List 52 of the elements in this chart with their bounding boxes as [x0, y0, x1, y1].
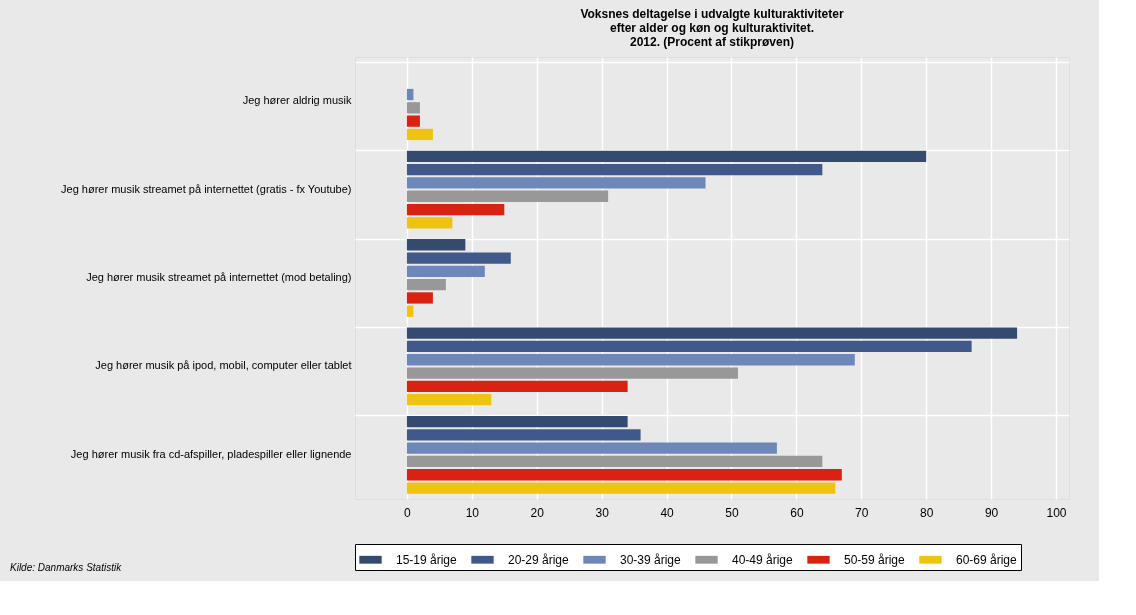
x-tick-label: 70 [855, 505, 869, 520]
y-tick-label: Jeg hører musik streamet på internettet (mod betaling) [86, 271, 352, 283]
legend-label: 30-39 årige [620, 552, 682, 567]
x-tick-label: 100 [1046, 505, 1067, 520]
bar [406, 217, 453, 229]
legend-label: 40-49 årige [732, 552, 794, 567]
bar [406, 469, 842, 481]
text: Kilde: Danmarks Statistik [10, 562, 123, 573]
x-tick-label: 60 [790, 505, 804, 520]
chart-title: Voksnes deltagelse i udvalgte kulturaktiviteter efter alder og køn og kulturaktivitet. 2012. (Procent af stikprøven) [580, 7, 844, 49]
y-tick-label: Jeg hører musik fra cd-afspiller, pladespiller eller lignende [70, 447, 352, 460]
y-tick-label: Jeg hører aldrig musik [242, 94, 352, 107]
y-tick-label: Jeg hører musik streamet på internettet (gratis - fx Youtube) [61, 182, 352, 195]
legend-label: 50-59 årige [844, 552, 906, 567]
x-tick-label: 40 [660, 505, 675, 520]
x-tick-label: 10 [465, 505, 480, 520]
bar [406, 415, 628, 428]
bar [406, 429, 641, 441]
bar [406, 88, 414, 101]
legend-label: 15-19 årige [396, 552, 458, 567]
bar [406, 102, 420, 114]
bar [406, 128, 433, 141]
bar [406, 203, 505, 216]
x-tick-label: 90 [984, 505, 999, 520]
bar [406, 482, 836, 494]
bar [406, 327, 1018, 339]
y-tick-label: Jeg hører musik på ipod, mobil, computer eller tablet [95, 359, 352, 372]
bar [406, 164, 823, 176]
bar [406, 393, 492, 406]
bar [406, 340, 972, 353]
bar [406, 190, 609, 202]
x-tick-label: 30 [595, 505, 610, 520]
bar [406, 239, 466, 251]
x-tick-label: 20 [530, 505, 545, 520]
bar [406, 442, 777, 454]
bar [406, 292, 433, 304]
bar [406, 380, 628, 392]
x-tick-label: 80 [920, 505, 934, 520]
legend-label: 60-69 årige [956, 552, 1018, 567]
x-tick-label: 50 [725, 505, 739, 520]
bar [406, 367, 738, 379]
bar [406, 150, 927, 163]
bar [406, 177, 706, 189]
bar [406, 252, 511, 264]
bar [406, 455, 823, 468]
bar [406, 115, 420, 127]
bar [406, 279, 446, 291]
x-tick-label: 0 [404, 505, 412, 520]
bar [406, 305, 414, 317]
bar [406, 354, 855, 366]
bar [406, 265, 485, 277]
legend-label: 20-29 årige [508, 552, 570, 567]
